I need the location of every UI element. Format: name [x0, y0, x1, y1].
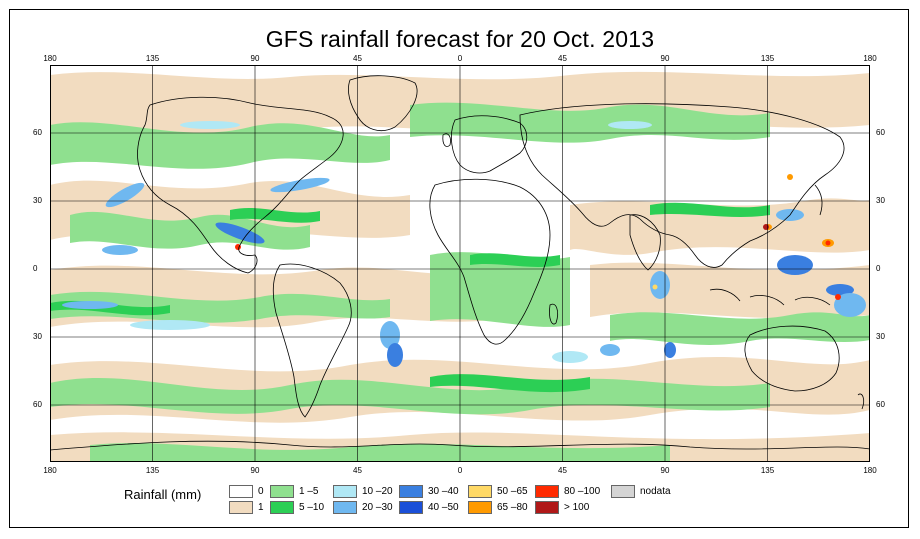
lat-tick-label: 0 — [33, 264, 38, 273]
legend-label: 80 –100 — [564, 486, 601, 497]
lat-tick-label: 60 — [33, 400, 42, 409]
legend-label: 5 –10 — [299, 502, 325, 513]
lon-tick-label: 45 — [353, 466, 362, 475]
lat-tick-label: 30 — [33, 332, 42, 341]
lat-tick-label: 60 — [33, 128, 42, 137]
legend-label: 0 — [258, 486, 264, 497]
map-title: GFS rainfall forecast for 20 Oct. 2013 — [265, 26, 655, 52]
rainfall-map — [50, 65, 870, 462]
legend-label: 1 — [258, 502, 264, 513]
lat-tick-label: 30 — [876, 196, 885, 205]
figure-frame — [9, 9, 909, 528]
lon-tick-label: 135 — [760, 466, 775, 475]
graticule — [50, 65, 870, 462]
legend-swatch — [399, 501, 423, 514]
lat-tick-label: 60 — [876, 128, 885, 137]
lat-tick-label: 60 — [876, 400, 885, 409]
lon-tick-label: 180 — [863, 54, 877, 63]
legend-label: 10 –20 — [362, 486, 393, 497]
legend-label: 50 –65 — [497, 486, 528, 497]
legend-swatch — [229, 501, 253, 514]
legend-swatch — [611, 485, 635, 498]
legend-label: 1 –5 — [299, 486, 319, 497]
legend-label: 30 –40 — [428, 486, 459, 497]
legend-swatch — [270, 501, 294, 514]
lon-tick-label: 90 — [250, 466, 260, 475]
rain-cells-10-50mm — [62, 121, 866, 367]
lon-tick-label: 180 — [43, 466, 57, 475]
lon-tick-label: 0 — [457, 466, 463, 475]
lon-tick-label: 45 — [558, 54, 567, 63]
lat-tick-label: 30 — [876, 332, 885, 341]
legend-label: 40 –50 — [428, 502, 459, 513]
lon-tick-label: 0 — [457, 54, 463, 63]
map-border — [50, 65, 870, 462]
lon-tick-label: 135 — [145, 466, 160, 475]
lon-tick-label: 180 — [863, 466, 877, 475]
legend-swatch — [535, 501, 559, 514]
legend-swatch — [468, 501, 492, 514]
legend-label: 65 –80 — [497, 502, 528, 513]
lon-tick-label: 45 — [353, 54, 362, 63]
lon-tick-label: 135 — [145, 54, 160, 63]
legend-swatch — [333, 485, 357, 498]
legend-swatch — [270, 485, 294, 498]
legend-label: > 100 — [564, 502, 590, 513]
legend-swatch — [399, 485, 423, 498]
lon-tick-label: 90 — [250, 54, 260, 63]
legend-label: 20 –30 — [362, 502, 393, 513]
rain-band-5-10mm — [50, 202, 770, 393]
coastlines — [50, 75, 870, 451]
lon-tick-label: 45 — [558, 466, 567, 475]
legend-label: nodata — [640, 486, 671, 497]
lat-tick-label: 0 — [876, 264, 881, 273]
lon-tick-label: 180 — [43, 54, 57, 63]
lon-tick-label: 90 — [660, 466, 670, 475]
legend-swatch — [333, 501, 357, 514]
legend-swatch — [535, 485, 559, 498]
legend-swatch — [229, 485, 253, 498]
legend-swatch — [468, 485, 492, 498]
legend-title: Rainfall (mm) — [124, 487, 202, 502]
lon-tick-label: 135 — [760, 54, 775, 63]
lon-tick-label: 90 — [660, 54, 670, 63]
lat-tick-label: 30 — [33, 196, 42, 205]
